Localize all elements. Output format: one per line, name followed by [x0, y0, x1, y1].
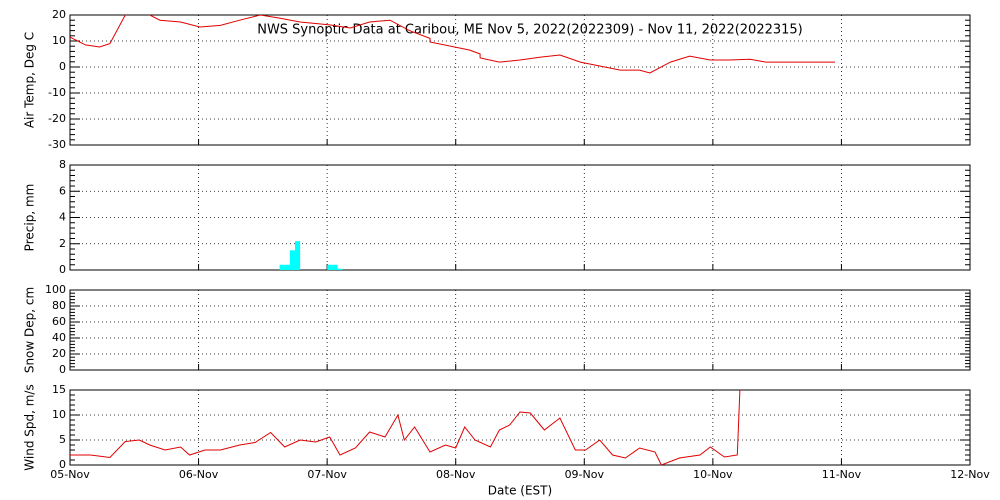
y-tick-label: 4: [59, 211, 66, 224]
x-tick-label: 07-Nov: [307, 468, 347, 481]
y-axis-label: Precip, mm: [23, 184, 37, 252]
x-axis-label: Date (EST): [488, 484, 552, 498]
y-tick-label: 20: [52, 347, 66, 360]
bar: [289, 250, 295, 270]
x-tick-label: 06-Nov: [179, 468, 219, 481]
bar: [327, 264, 333, 270]
x-tick-label: 09-Nov: [565, 468, 605, 481]
y-tick-label: 40: [52, 331, 66, 344]
y-tick-label: 60: [52, 315, 66, 328]
bar: [337, 268, 343, 270]
y-tick-label: 0: [59, 458, 66, 471]
chart-title: NWS Synoptic Data at Caribou, ME Nov 5, …: [257, 23, 803, 38]
y-tick-label: -30: [48, 138, 66, 151]
y-tick-label: 6: [59, 184, 66, 197]
bar: [332, 264, 338, 270]
y-tick-label: 2: [59, 237, 66, 250]
x-tick-label: 08-Nov: [436, 468, 476, 481]
y-tick-label: -10: [48, 86, 66, 99]
y-tick-label: 0: [59, 263, 66, 276]
y-tick-label: 10: [52, 34, 66, 47]
data-line: [70, 390, 741, 465]
y-tick-label: 10: [52, 408, 66, 421]
y-tick-label: 5: [59, 433, 66, 446]
bar: [284, 264, 290, 270]
plot-frame: [69, 289, 971, 371]
y-tick-label: 0: [59, 60, 66, 73]
x-tick-label: 11-Nov: [822, 468, 862, 481]
bar: [295, 241, 301, 270]
plot-frame: [69, 164, 971, 271]
plot-area: [70, 390, 741, 465]
y-tick-label: 80: [52, 299, 66, 312]
bar: [279, 264, 285, 270]
x-tick-label: 05-Nov: [50, 468, 90, 481]
y-tick-label: 8: [59, 158, 66, 171]
y-axis-label: Wind Spd, m/s: [23, 384, 37, 470]
data-line: [70, 15, 835, 74]
y-tick-label: 20: [52, 8, 66, 21]
plot-area: [70, 15, 835, 74]
y-tick-label: 15: [52, 383, 66, 396]
y-axis-label: Snow Dep, cm: [23, 287, 37, 373]
y-tick-label: 0: [59, 363, 66, 376]
x-tick-label: 10-Nov: [693, 468, 733, 481]
y-tick-label: 100: [45, 283, 66, 296]
plot-area: [279, 241, 343, 270]
y-axis-label: Air Temp, Deg C: [23, 32, 37, 128]
plot-frame: [69, 14, 971, 146]
y-tick-label: -20: [48, 112, 66, 125]
x-tick-label: 12-Nov: [950, 468, 990, 481]
plot-frame: [69, 389, 971, 466]
